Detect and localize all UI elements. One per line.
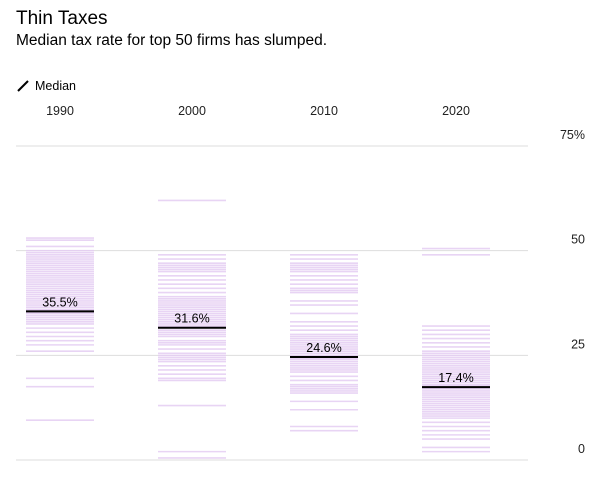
legend: Median <box>16 79 76 93</box>
category-label: 2000 <box>178 104 206 118</box>
median-label: 35.5% <box>42 295 77 309</box>
median-label: 17.4% <box>438 371 473 385</box>
y-tick-label: 25 <box>571 337 585 351</box>
category-label: 2010 <box>310 104 338 118</box>
y-tick-label: 50 <box>571 233 585 247</box>
y-tick-label: 75% <box>560 128 585 142</box>
y-tick-label: 0 <box>578 442 585 456</box>
legend-label-median: Median <box>35 79 76 93</box>
median-label: 24.6% <box>306 341 341 355</box>
category-label: 1990 <box>46 104 74 118</box>
median-line-icon <box>17 80 29 92</box>
median-label: 31.6% <box>174 312 209 326</box>
chart-subtitle: Median tax rate for top 50 firms has slu… <box>16 32 328 49</box>
chart-title: Thin Taxes <box>16 8 108 29</box>
category-label: 2020 <box>442 104 470 118</box>
